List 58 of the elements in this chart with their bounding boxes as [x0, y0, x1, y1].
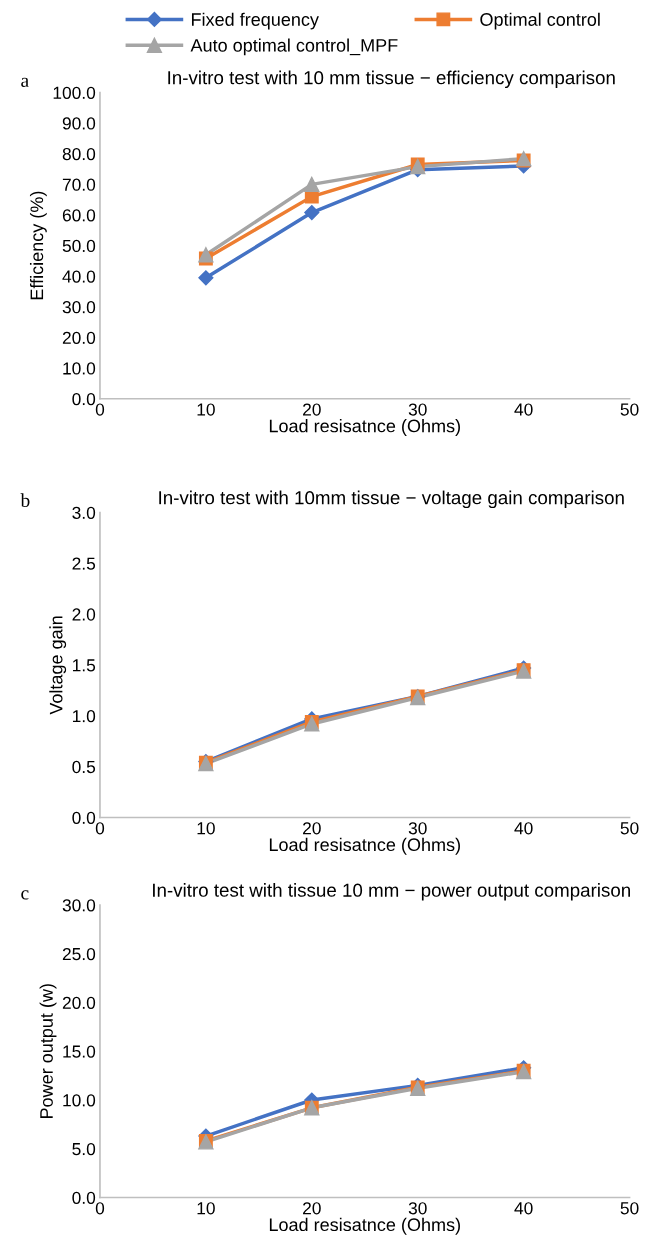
y-tick-label: 15.0	[63, 1045, 96, 1058]
y-tick-label: 0.0	[72, 811, 96, 824]
y-tick-label: 30.0	[62, 899, 96, 912]
x-tick-label: 40	[514, 1202, 533, 1215]
y-tick-label: 0.5	[72, 760, 96, 774]
x-tick-label: 0	[95, 1202, 105, 1215]
y-tick-label: 40.0	[62, 270, 96, 283]
x-tick-label: 10	[197, 1202, 215, 1215]
y-tick-label: 0.0	[72, 392, 96, 406]
x-tick-label: 50	[620, 403, 639, 416]
x-tick-label: 0	[95, 403, 105, 416]
y-tick-label: 70.0	[62, 178, 96, 191]
y-tick-label: 2.5	[72, 557, 96, 570]
y-tick-label: 10.0	[63, 362, 96, 375]
x-tick-label: 40	[514, 822, 533, 835]
y-axis-title: Efficiency (%)	[29, 191, 47, 300]
x-tick-label: 30	[408, 822, 427, 835]
y-tick-label: 0.0	[72, 1191, 96, 1204]
y-tick-label: 60.0	[62, 209, 96, 222]
legend-label: Optimal control	[480, 12, 600, 30]
chart-title: In-vitro test with 10mm tissue − voltage gain comparison	[159, 490, 624, 509]
text: a	[21, 77, 29, 88]
x-tick-label: 50	[620, 822, 639, 835]
y-tick-label: 1.5	[72, 659, 96, 672]
x-tick-label: 10	[197, 822, 215, 835]
text: b	[20, 493, 30, 508]
y-tick-label: 100.0	[53, 86, 96, 99]
x-tick-label: 30	[408, 403, 427, 416]
y-tick-label: 10.0	[63, 1094, 96, 1107]
x-axis-title: Load resisatnce (Ohms)	[269, 837, 460, 855]
y-tick-label: 25.0	[62, 947, 96, 961]
text: c	[21, 890, 29, 900]
chart-title: In-vitro test with tissue 10 mm − power output comparison	[153, 883, 630, 901]
x-tick-label: 20	[303, 822, 321, 835]
y-tick-label: 80.0	[62, 147, 96, 161]
y-tick-label: 20.0	[62, 996, 96, 1009]
x-tick-label: 20	[303, 403, 321, 416]
x-tick-label: 20	[303, 1202, 321, 1215]
x-axis-title: Load resisatnce (Ohms)	[269, 1217, 460, 1235]
y-axis-title: Power output (w)	[39, 984, 57, 1118]
legend-label: Auto optimal control_MPF	[190, 38, 398, 56]
x-tick-label: 10	[197, 403, 215, 416]
y-axis-title: Voltage gain	[49, 616, 67, 715]
y-tick-label: 30.0	[62, 301, 96, 314]
y-tick-label: 3.0	[72, 506, 96, 519]
y-tick-label: 1.0	[72, 710, 96, 723]
x-tick-label: 0	[95, 822, 105, 835]
y-tick-label: 90.0	[62, 117, 96, 130]
x-tick-label: 30	[408, 1202, 427, 1215]
chart-title: In-vitro test with 10 mm tissue − efficiency comparison	[168, 70, 615, 89]
legend-label: Fixed frequency	[191, 12, 319, 30]
y-tick-label: 2.0	[72, 608, 96, 621]
y-tick-label: 5.0	[72, 1142, 96, 1156]
x-tick-label: 50	[620, 1202, 639, 1215]
x-tick-label: 40	[514, 403, 533, 416]
y-tick-label: 20.0	[62, 331, 96, 344]
y-tick-label: 50.0	[62, 239, 96, 253]
x-axis-title: Load resisatnce (Ohms)	[269, 419, 460, 436]
